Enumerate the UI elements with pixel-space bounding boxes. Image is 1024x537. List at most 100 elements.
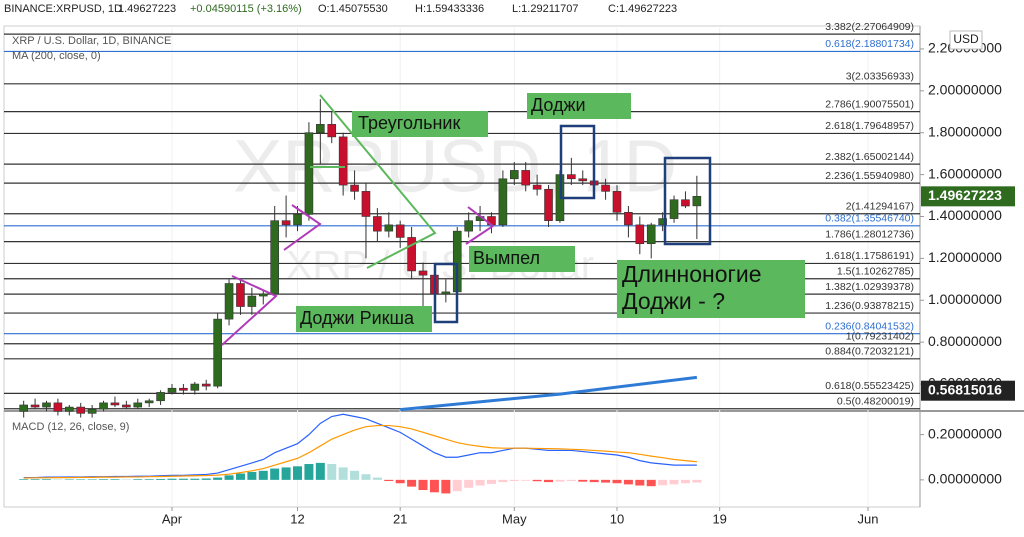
candle-body — [395, 224, 405, 238]
y-tick-label: 0.20000000 — [928, 425, 1002, 441]
highlight-box — [663, 156, 712, 246]
histogram-bar — [30, 479, 40, 480]
histogram-bar — [338, 467, 348, 480]
axis-layer: Apr1221May1019Jun2.200000002.000000001.8… — [162, 40, 1015, 526]
change: +0.04590115 (+3.16%) — [190, 3, 302, 15]
histogram-bar — [635, 479, 645, 486]
y-tick-label: 1.20000000 — [928, 249, 1002, 265]
histogram-bar — [429, 479, 439, 493]
candle-body — [258, 293, 268, 297]
candle-body — [578, 178, 588, 182]
x-tick-label: Apr — [162, 511, 183, 526]
histogram-bar — [452, 479, 462, 492]
histogram-bar — [156, 478, 166, 480]
annotations: Треугольник Доджи Вымпел Доджи Рикша Дли… — [296, 93, 805, 332]
fib-label: 0.5(0.48200019) — [837, 396, 914, 408]
histogram-bar — [395, 479, 405, 484]
histogram-bar — [589, 479, 599, 483]
annotation-box — [352, 111, 488, 137]
price-tag — [921, 186, 1015, 207]
data-layer: 3.382(2.27064909) 0.618(2.18801734) 3(2.03… — [4, 21, 920, 494]
candle-body — [144, 400, 154, 404]
fib-label: 2(1.41294167) — [846, 201, 914, 213]
histogram-bar — [235, 473, 245, 480]
candle-body — [498, 178, 508, 226]
histogram-bar — [224, 475, 234, 480]
candle-body — [122, 404, 131, 408]
candle-body — [281, 220, 291, 226]
candle-body — [65, 406, 74, 412]
y-tick-label: 1.60000000 — [928, 165, 1002, 181]
candle-body — [247, 295, 257, 307]
fib-label: 2.618(1.79648957) — [825, 120, 914, 132]
macd-line — [23, 424, 697, 479]
x-tick-label: 21 — [393, 511, 407, 526]
histogram-bar — [384, 479, 394, 481]
candle-body — [373, 216, 382, 232]
candle-body — [190, 383, 200, 391]
fib-label: 1.382(1.02939378) — [825, 281, 914, 293]
histogram-bar — [646, 479, 656, 487]
histogram-bar — [87, 479, 97, 480]
candle-body — [464, 220, 473, 232]
candle-body — [99, 402, 108, 410]
fib-label: 2.382(1.65002144) — [825, 151, 914, 163]
annotation: Доджи - ? — [622, 288, 725, 314]
fib-label: 0.884(0.72032121) — [825, 346, 914, 358]
histogram-bar — [498, 479, 508, 483]
candle-body — [567, 174, 576, 180]
annotation-box — [527, 93, 631, 119]
currency-box — [949, 30, 983, 50]
histogram-bar — [486, 479, 496, 484]
histogram-bar — [110, 479, 120, 480]
candle-body — [201, 383, 211, 387]
histogram-bar — [178, 478, 188, 480]
histogram-bar — [64, 479, 74, 480]
candle-body — [384, 224, 394, 232]
candle-body — [19, 404, 28, 412]
histogram-bar — [441, 479, 451, 494]
candle-body — [646, 224, 656, 245]
price-tag-label: 1.49627223 — [928, 187, 1002, 203]
candle-body — [635, 224, 645, 245]
histogram-bar — [521, 479, 531, 481]
annotation-box — [296, 306, 432, 332]
candle-body — [213, 318, 222, 387]
x-tick-label: 12 — [290, 511, 304, 526]
histogram-bar — [53, 479, 63, 480]
histogram-bar — [327, 464, 337, 480]
annotation-box — [617, 260, 805, 318]
low-price: L:1.29211707 — [512, 3, 578, 15]
fib-label: 0.618(2.18801734) — [825, 38, 914, 50]
candle-body — [612, 191, 622, 213]
ma-legend: MA (200, close, 0) — [12, 50, 101, 62]
histogram-bar — [121, 479, 131, 480]
x-tick-label: Jun — [858, 511, 879, 526]
candle-body — [601, 184, 610, 192]
histogram-bar — [578, 479, 588, 482]
candle-body — [441, 291, 451, 295]
histogram-bar — [407, 479, 417, 487]
x-tick-label: May — [502, 511, 527, 526]
candle-body — [658, 218, 667, 226]
last-price: 1.49627223 — [118, 3, 176, 15]
candle-body — [304, 132, 314, 215]
highlight-box — [433, 262, 459, 324]
histogram-bar — [190, 478, 200, 480]
histogram-bar — [76, 479, 86, 480]
histogram-bar — [315, 462, 325, 480]
y-tick-label: 1.40000000 — [928, 207, 1002, 223]
candle-body — [361, 191, 371, 217]
histogram-bar — [41, 479, 51, 480]
candle-body — [167, 387, 177, 393]
candle-body — [350, 184, 359, 192]
series-title: XRP / U.S. Dollar, 1D, BINANCE — [12, 35, 171, 47]
drawings — [221, 94, 712, 346]
candle-body — [624, 211, 633, 226]
candle-body — [110, 402, 120, 406]
y-tick-label: 2.00000000 — [928, 82, 1002, 98]
pattern-line — [221, 275, 278, 346]
fib-label: 3(2.03356933) — [846, 71, 914, 83]
histogram-bar — [144, 479, 154, 480]
